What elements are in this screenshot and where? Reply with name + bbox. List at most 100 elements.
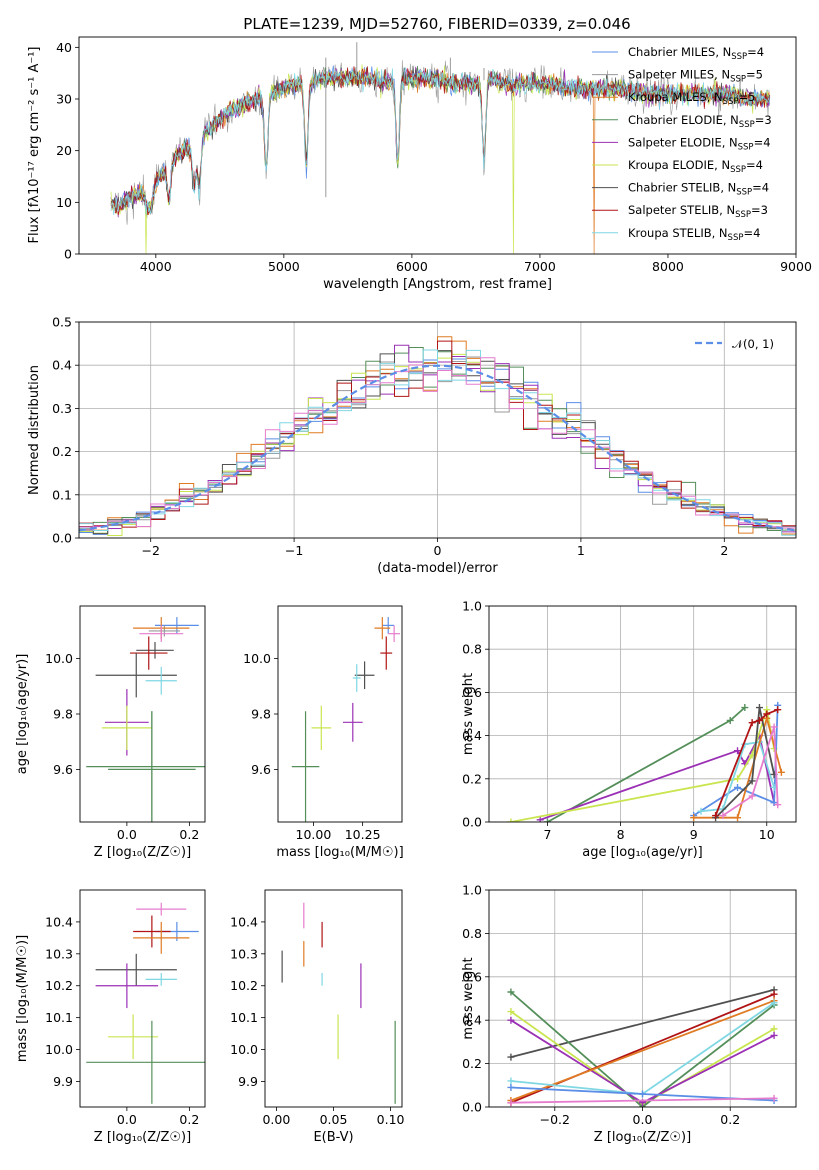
y-tick-label: 0.2 bbox=[52, 444, 72, 459]
y-tick-label: 10.0 bbox=[243, 651, 271, 666]
weight-marker bbox=[777, 768, 785, 776]
x-tick-label: 8000 bbox=[652, 259, 684, 274]
weight-marker bbox=[748, 719, 756, 727]
y-tick-label: 10.1 bbox=[45, 1010, 73, 1025]
y-tick-label: 20 bbox=[56, 143, 72, 158]
weight-marker bbox=[770, 723, 778, 731]
y-tick-label: 30 bbox=[56, 92, 72, 107]
x-tick-label: 7000 bbox=[524, 259, 556, 274]
plot-area bbox=[86, 902, 205, 1104]
x-axis-label: Z [log₁₀(Z/Z☉)] bbox=[594, 1130, 691, 1145]
error-bar-point bbox=[101, 705, 152, 750]
y-tick-label: 0.2 bbox=[462, 771, 482, 786]
error-bar-point bbox=[95, 953, 177, 986]
error-bar-point bbox=[382, 617, 395, 634]
axes-frame bbox=[488, 605, 797, 823]
weight-line bbox=[510, 988, 775, 1058]
error-bar-point bbox=[136, 642, 174, 659]
y-tick-label: 0.0 bbox=[462, 1100, 482, 1115]
weight-marker bbox=[543, 818, 551, 822]
weight-marker bbox=[734, 814, 742, 822]
y-tick-label: 0.0 bbox=[52, 531, 72, 546]
weight-marker bbox=[507, 1053, 515, 1061]
weight-marker bbox=[507, 1016, 515, 1024]
x-tick-label: 9000 bbox=[780, 259, 812, 274]
x-tick-label: 4000 bbox=[140, 259, 172, 274]
y-tick-label: 0.4 bbox=[462, 1013, 482, 1028]
y-tick-label: 10 bbox=[56, 195, 72, 210]
legend-entry: Kroupa STELIB, NSSP=4 bbox=[628, 226, 760, 243]
x-tick-label: 0.0 bbox=[117, 827, 137, 842]
y-tick-label: 10.3 bbox=[230, 946, 258, 961]
weight-marker bbox=[763, 710, 771, 718]
error-bar-point bbox=[380, 636, 393, 670]
y-tick-label: 0.6 bbox=[462, 685, 482, 700]
axes-frame bbox=[78, 36, 797, 255]
weight-marker bbox=[770, 990, 778, 998]
legend-entry: Chabrier ELODIE, NSSP=3 bbox=[628, 113, 772, 130]
weight-line bbox=[510, 991, 775, 1107]
weight-line bbox=[714, 707, 775, 819]
weight-marker bbox=[507, 818, 515, 822]
error-bar-point bbox=[95, 653, 177, 698]
weight-marker bbox=[639, 1090, 646, 1098]
x-tick-label: 0.0 bbox=[117, 1112, 137, 1127]
axes-frame bbox=[488, 889, 797, 1108]
y-tick-label: 1.0 bbox=[462, 883, 482, 898]
error-bar-point bbox=[86, 1020, 205, 1104]
weight-marker bbox=[770, 1025, 778, 1033]
weight-marker bbox=[748, 777, 756, 785]
x-tick-label: 8 bbox=[617, 827, 625, 842]
x-tick-label: 5000 bbox=[268, 259, 300, 274]
x-tick-label: 1 bbox=[577, 543, 585, 558]
y-tick-label: 0.4 bbox=[52, 358, 72, 373]
ebv-vs-mass-panel: 0.00 0.05 0.10 9.9 10.0 10.1 10.2 10.3 10.4 E(B-V… bbox=[230, 889, 405, 1145]
plot-area bbox=[489, 606, 796, 822]
weight-marker bbox=[748, 792, 756, 800]
age-vs-weight-panel: 7 8 9 10 0.0 0.2 0.4 0.6 0.8 1.0 age [log₁₀(age/yr… bbox=[461, 599, 797, 860]
z-vs-age-panel: 0.0 0.2 9.6 9.8 10.0 Z [log₁₀(Z/Z☉)] age [log₁… bbox=[15, 605, 206, 860]
y-tick-label: 0 bbox=[64, 247, 72, 262]
y-tick-label: 10.0 bbox=[45, 1042, 73, 1057]
figure-title: PLATE=1239, MJD=52760, FIBERID=0339, z=0… bbox=[243, 15, 630, 33]
spectrum-line-chabrier-stelib bbox=[110, 65, 771, 213]
weight-line bbox=[722, 726, 779, 817]
error-bar-point bbox=[133, 915, 171, 948]
y-tick-label: 10.2 bbox=[45, 978, 73, 993]
weight-marker bbox=[507, 988, 515, 996]
y-tick-label: 10.0 bbox=[45, 651, 73, 666]
x-tick-label: 0.10 bbox=[377, 1112, 405, 1127]
y-tick-label: 9.6 bbox=[251, 762, 271, 777]
error-bar-point bbox=[108, 711, 196, 822]
weight-marker bbox=[690, 814, 698, 822]
y-tick-label: 1.0 bbox=[462, 599, 482, 614]
error-bar-point bbox=[139, 625, 184, 642]
weight-marker bbox=[774, 801, 782, 809]
weight-marker bbox=[770, 999, 778, 1007]
legend-entry: Salpeter STELIB, NSSP=3 bbox=[628, 203, 768, 220]
y-tick-label: 9.6 bbox=[53, 762, 73, 777]
weight-marker bbox=[507, 1077, 515, 1085]
x-tick-label: 2 bbox=[720, 543, 728, 558]
plot-area bbox=[281, 902, 396, 1104]
legend-entry: Chabrier STELIB, NSSP=4 bbox=[628, 181, 769, 198]
y-tick-label: 10.2 bbox=[230, 978, 258, 993]
y-tick-label: 40 bbox=[56, 40, 72, 55]
y-tick-label: 0.5 bbox=[52, 315, 72, 330]
legend-entry: Kroupa ELODIE, NSSP=4 bbox=[628, 158, 763, 175]
y-tick-label: 10.0 bbox=[230, 1042, 258, 1057]
weight-marker bbox=[734, 747, 742, 755]
error-bar-point bbox=[108, 1014, 159, 1060]
error-bar-point bbox=[342, 702, 363, 742]
y-tick-label: 0.6 bbox=[462, 969, 482, 984]
weight-marker bbox=[755, 704, 763, 712]
x-axis-label: E(B-V) bbox=[313, 1130, 353, 1145]
error-bar-point bbox=[145, 666, 177, 695]
y-tick-label: 9.8 bbox=[251, 707, 271, 722]
spectrum-line-kroupa-stelib bbox=[110, 67, 771, 216]
y-axis-label: age [log₁₀(age/yr)] bbox=[15, 654, 30, 775]
x-tick-label: −1 bbox=[285, 543, 303, 558]
histogram-step bbox=[79, 357, 796, 534]
y-tick-label: 10.3 bbox=[45, 946, 73, 961]
plot-area bbox=[489, 890, 796, 1107]
